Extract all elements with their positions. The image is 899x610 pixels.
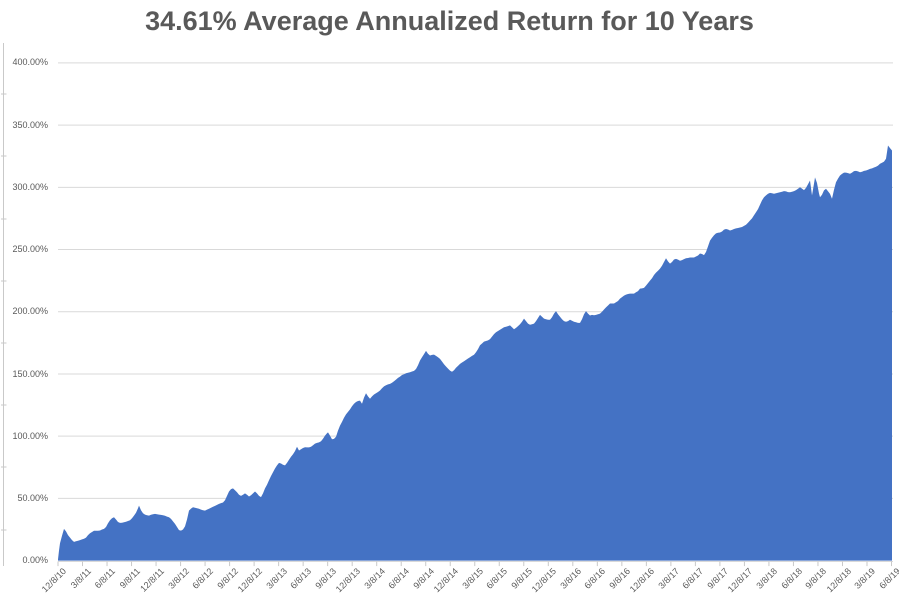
y-tick-label: 250.00% [12,244,48,254]
y-tick-label: 350.00% [12,119,48,130]
y-tick-label: 300.00% [12,181,48,192]
y-tick-label: 50.00% [17,492,48,503]
cumulative-return-area-series [58,145,892,561]
y-tick-label: 400.00% [12,57,48,68]
y-tick-label: 0.00% [22,555,48,566]
y-tick-label: 150.00% [12,368,48,379]
chart-title: 34.61% Average Annualized Return for 10 … [145,6,754,36]
y-tick-label: 200.00% [12,306,48,317]
y-tick-label: 100.00% [12,430,48,441]
